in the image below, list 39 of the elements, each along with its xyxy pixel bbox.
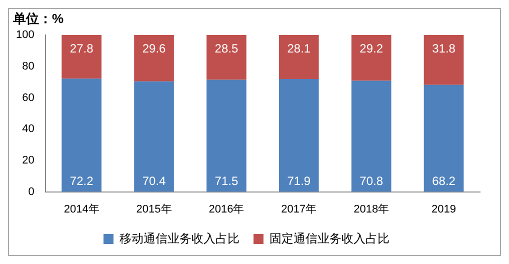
x-tick-label: 2017年	[281, 203, 317, 216]
y-tick-label: 20	[22, 154, 34, 166]
bar	[134, 81, 174, 192]
y-tick-label: 0	[28, 186, 34, 198]
bar	[351, 80, 392, 192]
data-label: 72.2	[70, 174, 94, 188]
x-tick-label: 2019	[432, 203, 456, 216]
bar	[351, 35, 392, 81]
data-label: 28.1	[287, 41, 311, 56]
bar	[134, 35, 174, 82]
bar	[62, 78, 102, 192]
y-tick-label: 60	[22, 92, 34, 104]
bar	[62, 35, 102, 79]
bar	[278, 79, 319, 192]
legend-label: 固定通信业务收入占比	[270, 231, 390, 246]
y-tick-label: 40	[22, 123, 34, 136]
data-label: 70.4	[142, 174, 166, 188]
bar	[278, 35, 319, 80]
bar	[206, 80, 246, 192]
legend-label: 移动通信业务收入占比	[120, 231, 240, 246]
x-tick-label: 2014年	[64, 203, 100, 216]
data-label: 71.9	[287, 174, 311, 188]
data-label: 29.6	[142, 41, 166, 56]
data-label: 31.8	[432, 41, 456, 56]
bar	[206, 35, 246, 80]
y-tick-label: 100	[16, 29, 34, 42]
data-label: 70.8	[360, 174, 384, 188]
data-label: 68.2	[432, 174, 456, 188]
bar	[424, 35, 464, 85]
x-tick-label: 2018年	[354, 203, 390, 216]
data-label: 28.5	[214, 41, 238, 56]
data-label: 27.8	[70, 41, 94, 56]
data-label: 29.2	[360, 41, 384, 56]
data-label: 71.5	[214, 174, 238, 188]
x-tick-label: 2016年	[208, 203, 244, 216]
y-tick-label: 80	[22, 60, 34, 72]
x-tick-label: 2015年	[136, 203, 172, 216]
y-axis-title: 单位：%	[12, 11, 64, 26]
bar	[424, 84, 464, 192]
